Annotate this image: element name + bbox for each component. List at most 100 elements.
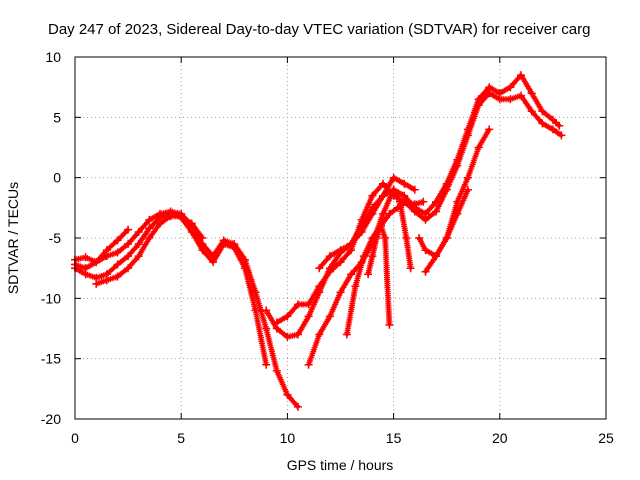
y-tick-label: -10: [41, 290, 61, 306]
data-point: [336, 258, 345, 267]
data-point: [357, 215, 366, 224]
data-point: [421, 215, 430, 224]
data-point: [517, 71, 525, 80]
data-point: [485, 89, 494, 98]
data-point: [474, 143, 483, 152]
data-point: [304, 360, 313, 369]
data-point: [315, 330, 324, 339]
data-point: [381, 234, 390, 242]
data-point: [145, 215, 154, 224]
data-point: [315, 282, 324, 291]
data-point: [421, 246, 430, 255]
data-point: [538, 107, 547, 116]
ticks: 0 5 10 15 20 25 -20 -15 -10 -5 0 5 10: [41, 49, 614, 446]
data-point: [92, 279, 101, 288]
data-point: [283, 332, 292, 341]
data-point: [304, 312, 313, 321]
data-point: [347, 270, 356, 279]
data-point: [415, 234, 424, 242]
data-point: [81, 270, 90, 279]
data-point: [315, 264, 324, 273]
data-series: [315, 173, 419, 273]
y-axis-label: SDTVAR / TECUs: [5, 182, 21, 294]
data-point: [81, 253, 90, 262]
data-point: [342, 330, 351, 339]
data-point: [230, 243, 239, 252]
x-axis-label: GPS time / hours: [287, 457, 394, 473]
data-point: [177, 212, 186, 221]
data-point: [113, 260, 122, 269]
data-point: [389, 173, 398, 182]
data-point: [262, 324, 271, 333]
data-point: [368, 191, 377, 200]
data-point: [442, 185, 451, 194]
x-tick-label: 20: [492, 430, 508, 446]
data-point: [166, 212, 175, 221]
data-point: [379, 191, 387, 200]
data-point: [557, 131, 566, 140]
data-point: [240, 264, 249, 273]
x-tick-label: 10: [280, 430, 296, 446]
data-point: [410, 185, 419, 194]
grid: [75, 57, 606, 419]
data-point: [124, 240, 133, 248]
data-point: [262, 360, 271, 369]
data-point: [198, 246, 207, 255]
data-point: [187, 219, 196, 228]
data-point: [393, 203, 402, 212]
y-tick-label: -20: [41, 411, 61, 427]
data-point: [251, 288, 260, 297]
data-point: [102, 276, 111, 285]
x-tick-label: 0: [71, 430, 79, 446]
data-point: [272, 318, 281, 327]
data-point: [410, 207, 419, 216]
data-point: [359, 252, 368, 261]
data-point: [402, 234, 411, 242]
series-layer: [71, 71, 566, 411]
data-point: [517, 91, 525, 100]
data-series: [92, 212, 207, 288]
data-point: [400, 179, 409, 188]
data-point: [453, 209, 462, 218]
data-point: [385, 320, 394, 329]
data-point: [372, 234, 381, 242]
data-point: [548, 115, 557, 124]
data-series: [415, 185, 472, 261]
data-point: [410, 200, 419, 209]
data-point: [113, 272, 122, 281]
data-point: [102, 246, 111, 255]
y-tick-label: -15: [41, 351, 61, 367]
data-point: [432, 252, 441, 261]
data-series: [364, 221, 394, 329]
data-point: [406, 264, 415, 273]
data-point: [198, 234, 207, 242]
data-point: [347, 240, 356, 248]
data-point: [134, 240, 143, 248]
data-point: [527, 107, 536, 116]
data-point: [113, 248, 122, 257]
data-point: [357, 228, 366, 236]
x-tick-label: 25: [598, 430, 614, 446]
data-point: [145, 224, 154, 233]
data-point: [453, 161, 462, 170]
data-point: [463, 131, 472, 140]
data-point: [145, 234, 154, 242]
data-point: [495, 95, 504, 104]
data-point: [474, 101, 483, 110]
data-point: [364, 270, 373, 279]
y-tick-label: 0: [53, 170, 61, 186]
data-point: [124, 225, 133, 234]
data-point: [555, 121, 564, 130]
data-point: [283, 390, 292, 399]
data-point: [421, 267, 430, 276]
data-point: [336, 288, 345, 297]
data-point: [419, 197, 428, 206]
chart-title: Day 247 of 2023, Sidereal Day-to-day VTE…: [48, 21, 590, 38]
data-point: [294, 300, 302, 309]
data-point: [272, 366, 281, 375]
data-point: [432, 207, 441, 216]
data-point: [325, 312, 334, 321]
data-point: [485, 125, 494, 134]
